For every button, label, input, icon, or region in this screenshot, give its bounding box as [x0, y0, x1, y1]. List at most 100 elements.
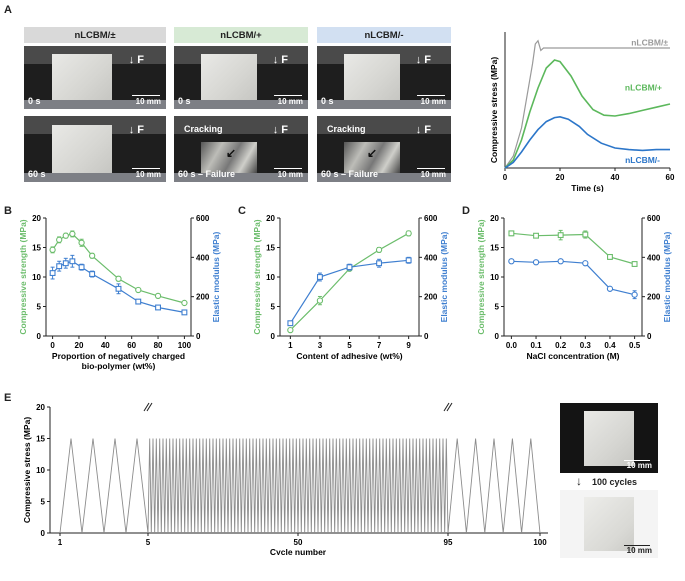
- photo-plus-0s: 0 s ↓ F 10 mm: [174, 46, 308, 109]
- x-axis-label: Proportion of negatively charged: [52, 351, 185, 361]
- data-point: [606, 285, 614, 292]
- cycle-arrow-icon: ↓: [576, 474, 582, 488]
- left-tick-label: 0: [495, 332, 500, 341]
- left-tick-label: 15: [32, 244, 41, 253]
- photo-minus-failure: Cracking ↙ 60 s – Failure ↓ F 10 mm: [317, 116, 451, 182]
- force-arrow-icon: ↓ F: [272, 124, 288, 136]
- crack-arrow-icon: ↙: [226, 146, 237, 160]
- series-label: nLCBM/-: [625, 155, 660, 165]
- panel-label-d: D: [462, 205, 470, 217]
- data-point: [181, 299, 188, 307]
- scale-bar-label: 10 mm: [277, 97, 303, 106]
- y-tick-label: 10: [36, 466, 45, 475]
- force-arrow-icon: ↓ F: [415, 54, 431, 66]
- x-tick-label: 0.2: [555, 341, 567, 350]
- x-tick-label: 0.4: [604, 341, 616, 350]
- data-point: [115, 285, 122, 292]
- x-tick-label: 50: [294, 538, 303, 547]
- scale-bar-label: 10 mm: [420, 97, 446, 106]
- x-tick-label: 40: [101, 341, 110, 350]
- series-line: [504, 115, 670, 169]
- panel-label-e: E: [4, 392, 12, 404]
- chart-a-stress-time: 0 20 40 60 Time (s) Compressive stress (MPa) n…: [489, 32, 675, 192]
- x-axis-label: NaCl concentration (M): [526, 351, 619, 361]
- cracking-label: Cracking: [184, 124, 223, 134]
- data-point: [582, 260, 589, 267]
- x-tick-label: 80: [154, 341, 163, 350]
- data-point: [508, 230, 515, 237]
- data-point: [557, 232, 564, 239]
- x-tick-label: 60: [127, 341, 136, 350]
- data-point: [135, 298, 142, 305]
- left-tick-label: 20: [266, 214, 275, 223]
- x-axis-label: Cycle number: [270, 547, 327, 555]
- x-tick-label: 100: [178, 341, 192, 350]
- left-axis-label: Compressive strength (MPa): [252, 219, 262, 334]
- right-tick-label: 400: [424, 253, 438, 262]
- x-axis-label: Time (s): [571, 183, 604, 192]
- data-point: [316, 297, 324, 304]
- data-point: [49, 246, 56, 254]
- scale-bar-label: 10 mm: [135, 97, 161, 106]
- axis-break-icon: [143, 402, 150, 412]
- series-line: [52, 260, 185, 313]
- x-tick-label: 0.5: [629, 341, 641, 350]
- right-tick-label: 200: [647, 293, 661, 302]
- data-point: [78, 239, 85, 246]
- right-tick-label: 600: [424, 214, 438, 223]
- data-point: [557, 258, 564, 265]
- photo-pm-60s: 60 s ↓ F 10 mm: [24, 116, 166, 182]
- panel-label-a: A: [4, 4, 12, 16]
- data-point: [607, 253, 613, 260]
- data-point: [346, 264, 353, 271]
- data-point: [376, 260, 383, 267]
- x-tick-label: 40: [611, 173, 620, 182]
- time-label: 0 s: [321, 96, 334, 106]
- data-point: [508, 258, 515, 265]
- series-line: [504, 59, 671, 169]
- right-axis-label: Elastic modulus (MPa): [211, 231, 221, 322]
- data-point: [88, 252, 96, 259]
- cracking-label: Cracking: [327, 124, 366, 134]
- left-tick-label: 15: [266, 244, 275, 253]
- x-tick-label: 1: [58, 538, 63, 547]
- data-point: [582, 231, 589, 238]
- x-tick-label: 0.1: [530, 341, 542, 350]
- panel-label-c: C: [238, 205, 246, 217]
- data-point: [287, 326, 294, 334]
- left-tick-label: 15: [490, 244, 499, 253]
- x-tick-label: 20: [75, 341, 84, 350]
- data-point: [62, 232, 69, 239]
- force-arrow-icon: ↓ F: [128, 124, 144, 136]
- data-point: [405, 257, 412, 264]
- photo-plus-failure: Cracking ↙ 60 s – Failure ↓ F 10 mm: [174, 116, 308, 182]
- right-tick-label: 600: [196, 214, 210, 223]
- time-label: 0 s: [28, 96, 41, 106]
- data-point: [631, 291, 638, 298]
- y-tick-label: 0: [41, 529, 46, 538]
- right-tick-label: 0: [647, 332, 652, 341]
- data-point: [287, 320, 294, 327]
- right-axis-label: Elastic modulus (MPa): [662, 231, 672, 322]
- right-tick-label: 400: [647, 253, 661, 262]
- left-axis-label: Compressive strength (MPa): [476, 219, 486, 334]
- x-tick-label: 5: [347, 341, 352, 350]
- photo-cube-before: 10 mm: [560, 403, 658, 473]
- time-label: 60 s – Failure: [321, 169, 379, 179]
- header-nlcbm-pm: nLCBM/±: [24, 27, 166, 43]
- data-point: [155, 304, 161, 311]
- right-tick-label: 0: [424, 332, 429, 341]
- data-point: [69, 230, 76, 238]
- axis-break-icon: [146, 402, 153, 412]
- crack-arrow-icon: ↙: [367, 146, 378, 160]
- header-nlcbm-plus: nLCBM/+: [174, 27, 308, 43]
- series-label: nLCBM/+: [625, 82, 662, 92]
- scale-bar-label: 10 mm: [626, 461, 652, 470]
- data-point: [375, 246, 383, 254]
- photo-pm-0s: 0 s ↓ F 10 mm: [24, 46, 166, 109]
- data-point: [154, 292, 162, 300]
- data-point: [532, 259, 540, 266]
